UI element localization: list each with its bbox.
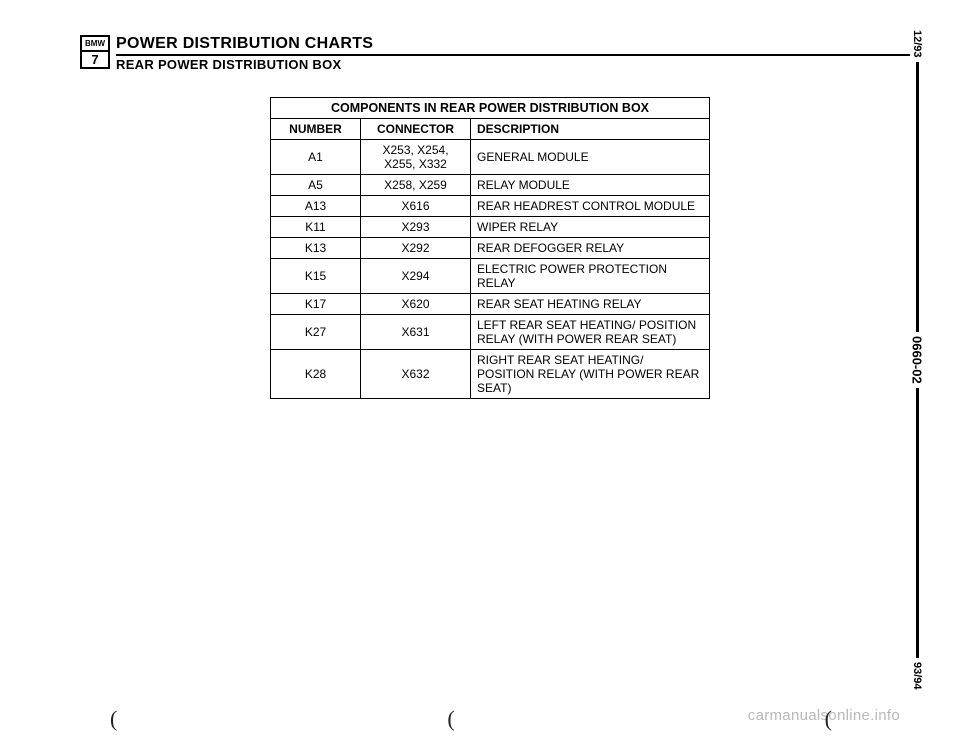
cell-description: WIPER RELAY [471, 217, 710, 238]
paren-mark: ( [447, 706, 454, 732]
cell-number: K28 [271, 350, 361, 399]
cell-number: K13 [271, 238, 361, 259]
document-page: BMW 7 POWER DISTRIBUTION CHARTS REAR POW… [80, 35, 910, 695]
logo-top-text: BMW [82, 37, 108, 52]
cell-number: A1 [271, 140, 361, 175]
page-header: BMW 7 POWER DISTRIBUTION CHARTS REAR POW… [80, 35, 910, 72]
table-row: K28 X632 RIGHT REAR SEAT HEATING/ POSITI… [271, 350, 710, 399]
cell-number: A13 [271, 196, 361, 217]
table-row: A5 X258, X259 RELAY MODULE [271, 175, 710, 196]
cell-connector: X620 [361, 294, 471, 315]
cell-description: LEFT REAR SEAT HEATING/ POSITION RELAY (… [471, 315, 710, 350]
cell-number: K27 [271, 315, 361, 350]
side-top-label: 12/93 [911, 30, 923, 58]
side-bar [916, 62, 919, 333]
cell-connector: X632 [361, 350, 471, 399]
table-row: K11 X293 WIPER RELAY [271, 217, 710, 238]
cell-number: K11 [271, 217, 361, 238]
cell-number: K17 [271, 294, 361, 315]
cell-connector: X293 [361, 217, 471, 238]
bmw-7-logo: BMW 7 [80, 35, 110, 69]
cell-description: GENERAL MODULE [471, 140, 710, 175]
logo-bottom-text: 7 [82, 52, 108, 67]
side-bot-label: 93/94 [911, 662, 923, 690]
side-bar [916, 388, 919, 659]
header-titles: POWER DISTRIBUTION CHARTS REAR POWER DIS… [116, 35, 910, 72]
cell-connector: X258, X259 [361, 175, 471, 196]
cell-description: REAR HEADREST CONTROL MODULE [471, 196, 710, 217]
table-header-row: NUMBER CONNECTOR DESCRIPTION [271, 119, 710, 140]
cell-description: RELAY MODULE [471, 175, 710, 196]
table-row: A13 X616 REAR HEADREST CONTROL MODULE [271, 196, 710, 217]
side-margin-labels: 12/93 0660-02 93/94 [902, 30, 932, 690]
table-row: K15 X294 ELECTRIC POWER PROTECTION RELAY [271, 259, 710, 294]
cell-description: REAR DEFOGGER RELAY [471, 238, 710, 259]
table-title: COMPONENTS IN REAR POWER DISTRIBUTION BO… [271, 98, 710, 119]
cell-number: K15 [271, 259, 361, 294]
paren-mark: ( [825, 706, 832, 732]
table-row: K27 X631 LEFT REAR SEAT HEATING/ POSITIO… [271, 315, 710, 350]
components-table: COMPONENTS IN REAR POWER DISTRIBUTION BO… [270, 97, 710, 399]
table-row: K13 X292 REAR DEFOGGER RELAY [271, 238, 710, 259]
col-header-description: DESCRIPTION [471, 119, 710, 140]
table-row: A1 X253, X254, X255, X332 GENERAL MODULE [271, 140, 710, 175]
cell-connector: X253, X254, X255, X332 [361, 140, 471, 175]
cell-description: RIGHT REAR SEAT HEATING/ POSITION RELAY … [471, 350, 710, 399]
cell-connector: X616 [361, 196, 471, 217]
side-mid-label: 0660-02 [910, 336, 925, 384]
footer-parens: ( ( ( [110, 706, 890, 732]
table-body: A1 X253, X254, X255, X332 GENERAL MODULE… [271, 140, 710, 399]
cell-description: ELECTRIC POWER PROTECTION RELAY [471, 259, 710, 294]
paren-mark: ( [110, 706, 117, 732]
page-title: POWER DISTRIBUTION CHARTS [116, 35, 910, 56]
cell-connector: X631 [361, 315, 471, 350]
col-header-connector: CONNECTOR [361, 119, 471, 140]
col-header-number: NUMBER [271, 119, 361, 140]
components-table-wrap: COMPONENTS IN REAR POWER DISTRIBUTION BO… [270, 97, 710, 399]
table-row: K17 X620 REAR SEAT HEATING RELAY [271, 294, 710, 315]
cell-description: REAR SEAT HEATING RELAY [471, 294, 710, 315]
cell-connector: X292 [361, 238, 471, 259]
cell-number: A5 [271, 175, 361, 196]
page-subtitle: REAR POWER DISTRIBUTION BOX [116, 57, 910, 72]
cell-connector: X294 [361, 259, 471, 294]
